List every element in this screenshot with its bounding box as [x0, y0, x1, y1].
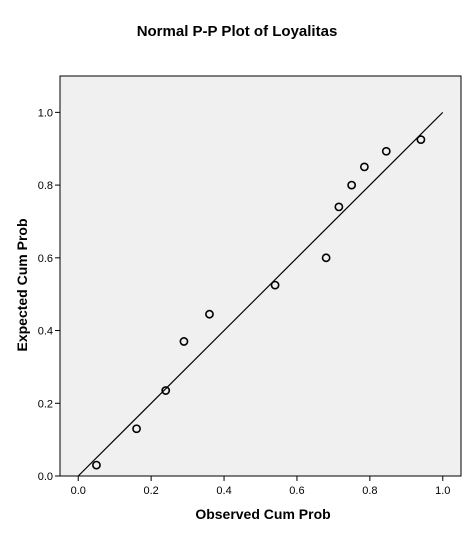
data-point: [334, 202, 344, 212]
y-tick-label: 0.6: [38, 253, 53, 265]
x-axis-label: Observed Cum Prob: [195, 506, 330, 522]
data-point: [205, 309, 214, 319]
reference-line-layer: [77, 111, 444, 477]
y-tick-label: 0.8: [38, 180, 53, 192]
x-tick-label: 0.0: [71, 485, 86, 497]
x-tick-label: 0.6: [289, 485, 304, 497]
y-tick-label: 1.0: [38, 107, 53, 119]
reference-line: [77, 111, 444, 477]
data-point: [270, 280, 280, 290]
data-points: [92, 135, 426, 470]
data-point: [359, 162, 369, 172]
data-point: [92, 460, 101, 470]
data-point: [179, 337, 189, 346]
plot-area: [59, 75, 462, 477]
data-point: [132, 424, 141, 434]
data-point: [416, 135, 426, 145]
x-tick-label: 0.4: [216, 485, 231, 497]
chart-title: Normal P-P Plot of Loyalitas: [137, 23, 338, 40]
y-tick-label: 0.2: [38, 398, 53, 410]
data-point: [321, 253, 331, 263]
y-axis-label: Expected Cum Prob: [14, 218, 30, 351]
x-tick-label: 0.8: [362, 485, 377, 497]
data-point: [381, 146, 391, 156]
data-point: [161, 386, 171, 395]
y-tick-label: 0.0: [38, 471, 53, 483]
x-tick-label: 0.2: [143, 485, 158, 497]
x-tick-label: 1.0: [435, 485, 450, 497]
axis-ticks: 0.0 0.2 0.4 0.6 0.8 1.0 0.0 0.2 0.4 0.6 0.8 1.0: [38, 107, 451, 497]
data-point: [347, 180, 357, 190]
y-tick-label: 0.4: [38, 326, 53, 338]
